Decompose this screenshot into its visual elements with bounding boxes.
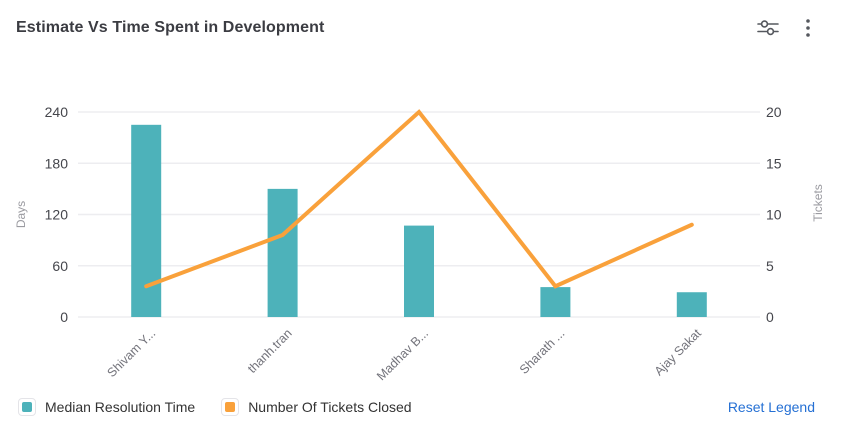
line-series-swatch: [225, 402, 236, 412]
legend-marker: [221, 398, 240, 416]
right-axis-tick: 5: [766, 258, 774, 274]
legend-items: Median Resolution Time Number Of Tickets…: [18, 398, 728, 416]
bar-median-resolution-time[interactable]: [267, 188, 298, 317]
bar-median-resolution-time[interactable]: [676, 292, 707, 317]
right-axis-tick: 20: [766, 104, 782, 120]
right-axis-title: Tickets: [811, 184, 825, 222]
left-axis-tick: 180: [45, 155, 69, 171]
legend-label: Number Of Tickets Closed: [248, 399, 412, 415]
bar-median-resolution-time[interactable]: [404, 225, 434, 317]
x-axis-label: Madhav B...: [374, 326, 431, 383]
right-axis-tick: 0: [766, 309, 774, 325]
left-axis-tick: 240: [45, 104, 69, 120]
right-axis-tick: 15: [766, 155, 782, 171]
settings-sliders-icon[interactable]: [755, 15, 781, 41]
x-axis-label: Shivam Y...: [105, 326, 159, 380]
bar-series-swatch: [22, 402, 32, 412]
x-axis-label: thanh.tran: [245, 326, 295, 376]
chart-canvas: 0 60 120 180 240 0 5 10 15 20 Days Tickets Shivam Y.…: [14, 104, 825, 383]
legend-row: Median Resolution Time Number Of Tickets…: [18, 396, 815, 418]
header-icons: [755, 15, 821, 41]
legend-label: Median Resolution Time: [45, 399, 196, 415]
legend-item-median-resolution-time[interactable]: Median Resolution Time: [18, 398, 195, 416]
x-axis-label: Sharath ...: [517, 326, 568, 377]
bar-median-resolution-time[interactable]: [540, 287, 571, 317]
legend-item-number-of-tickets-closed[interactable]: Number Of Tickets Closed: [221, 398, 412, 416]
reset-legend-link[interactable]: Reset Legend: [727, 399, 815, 415]
kebab-menu-icon[interactable]: [795, 15, 821, 41]
line-number-of-tickets-closed[interactable]: [144, 109, 694, 289]
card-header: Estimate Vs Time Spent in Development: [0, 0, 841, 56]
left-axis-title: Days: [14, 201, 28, 228]
left-axis-tick: 120: [45, 207, 69, 223]
x-axis-label: Ajay Sakat: [652, 326, 705, 379]
legend-marker: [18, 398, 36, 416]
left-axis-tick: 0: [60, 309, 68, 325]
chart-title: Estimate Vs Time Spent in Development: [16, 19, 325, 36]
left-axis-tick: 60: [52, 258, 68, 274]
right-axis-tick: 10: [766, 207, 782, 223]
